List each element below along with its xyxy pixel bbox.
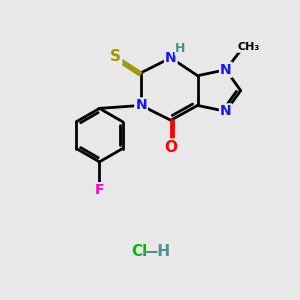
Text: —H: —H — [142, 244, 171, 259]
Text: H: H — [175, 42, 185, 55]
Text: N: N — [220, 104, 232, 118]
Text: O: O — [164, 140, 177, 154]
Text: CH₃: CH₃ — [238, 42, 260, 52]
Text: N: N — [135, 98, 147, 112]
Text: F: F — [95, 183, 104, 197]
Text: Cl: Cl — [131, 244, 148, 259]
Text: S: S — [110, 49, 121, 64]
Text: N: N — [220, 63, 232, 77]
Text: N: N — [165, 51, 177, 65]
